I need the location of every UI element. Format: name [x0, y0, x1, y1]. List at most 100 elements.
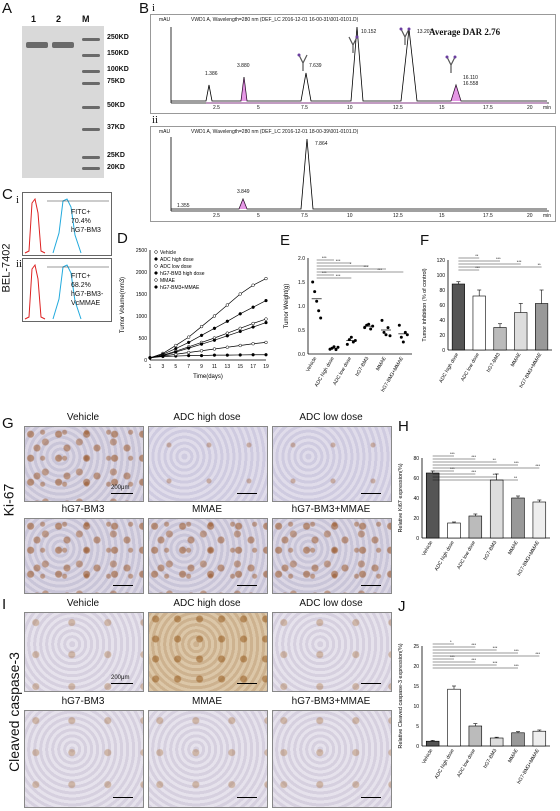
significance-label: ***: [514, 648, 519, 653]
bar: [493, 327, 507, 351]
ihc-ki67-vehicle: 200μm: [24, 426, 144, 502]
x-tick: 10: [347, 213, 353, 219]
y-tick-label: 1.0: [298, 304, 305, 310]
legend-entry: hG7-BM3+MMAE: [160, 285, 200, 291]
y-axis-label: Tumor inhibition (% of control): [422, 268, 428, 341]
x-tick: 7.5: [301, 213, 308, 219]
bar: [489, 479, 504, 539]
data-point: [363, 326, 367, 330]
hplc-i-unit: mAU: [159, 17, 171, 23]
x-tick: 2.5: [213, 213, 220, 219]
y-tick-label: 60: [439, 303, 445, 309]
data-point: [311, 280, 315, 284]
data-point: [199, 353, 204, 358]
data-point: [238, 292, 242, 296]
y-tick-label: 0: [144, 358, 147, 364]
fitc-label: FITC+: [71, 209, 91, 216]
scale-bar-label: 200μm: [111, 675, 130, 681]
x-tick-label: MMAE: [510, 351, 523, 368]
marker-band: [82, 106, 100, 109]
significance-label: ***: [377, 267, 382, 272]
y-tick-label: 120: [437, 258, 446, 264]
hplc-ii-chromatogram: [170, 137, 549, 212]
data-point: [212, 314, 217, 318]
y-tick-label: 0: [442, 348, 445, 354]
significance-label: ***: [450, 451, 455, 456]
flow-ii-label: ii: [16, 258, 23, 270]
data-point: [403, 330, 407, 334]
significance-label: ***: [471, 642, 476, 647]
cc3-row-label: Cleaved caspase-3: [5, 652, 22, 772]
x-tick-label: 7: [187, 364, 190, 370]
legend-entry: hG7-BM3 high dose: [160, 271, 205, 277]
data-point: [225, 353, 229, 357]
y-tick-label: 5: [416, 724, 419, 730]
significance-label: ***: [336, 273, 341, 278]
ihc-title: hG7-BM3+MMAE: [291, 504, 371, 515]
ihc-title: ADC low dose: [299, 412, 363, 423]
series-line: [149, 318, 267, 359]
data-point: [148, 356, 152, 360]
fitc-label: FITC+: [71, 273, 91, 280]
ihc-title: MMAE: [192, 696, 222, 707]
significance-label: ***: [493, 645, 498, 650]
y-axis-label: Relative Cleaved caspase-3 expression(%): [398, 643, 404, 748]
bar: [532, 730, 547, 747]
ki67-row-label: Ki-67: [0, 483, 17, 517]
scale-bar: [111, 493, 133, 494]
bar: [489, 737, 504, 747]
data-point: [212, 326, 217, 330]
x-tick: 5: [257, 105, 260, 111]
bar: [468, 725, 483, 747]
ihc-title: ADC low dose: [299, 598, 363, 609]
y-tick-label: 25: [413, 644, 419, 650]
ihc-title: MMAE: [192, 504, 222, 515]
scale-bar: [237, 797, 257, 798]
series-line: [149, 278, 267, 359]
marker-band: [82, 70, 100, 73]
data-point: [199, 342, 204, 346]
ihc-cc3-adc-low: [272, 612, 392, 692]
hplc-ii-header: VWD1 A, Wavelength=280 nm (DEF_LC 2016-1…: [191, 129, 359, 135]
marker-band: [82, 38, 100, 41]
marker-band: [82, 156, 100, 159]
data-point: [174, 346, 178, 351]
significance-label: ***: [363, 264, 368, 269]
x-tick-label: hG7-BM3+MMAE: [516, 747, 541, 785]
ihc-title: ADC high dose: [173, 412, 241, 423]
lane-m-label: M: [82, 14, 90, 24]
legend-entry: ADC low dose: [160, 264, 192, 270]
y-tick-label: 1000: [136, 314, 147, 320]
adc-icon: [298, 28, 456, 73]
hplc-ii-label: ii: [152, 114, 159, 126]
ihc-cc3-hg7: [24, 710, 144, 808]
x-tick-label: 5: [174, 364, 177, 370]
y-tick-label: 0.5: [298, 328, 305, 334]
chart-e-tumor-weight: 0.0 0.5 1.0 1.5 2.0 Tumor Weight(g) Vehicle ADC…: [284, 255, 412, 393]
data-point: [345, 342, 349, 346]
significance-label: ***: [450, 654, 455, 659]
x-tick-label: MMAE: [507, 539, 520, 556]
flow-i-histogram: [24, 197, 109, 254]
x-unit: min: [543, 105, 552, 111]
gel-band: [26, 42, 48, 48]
gel-band: [52, 42, 74, 48]
marker-150: 150KD: [107, 50, 129, 57]
chart-j-caspase3: 0 5 10 15 20 25 Relative Cleaved caspase-3 exp…: [398, 639, 550, 785]
significance-label: ***: [322, 255, 327, 260]
data-point: [399, 335, 403, 339]
bar: [514, 312, 528, 351]
data-point: [264, 317, 268, 321]
scale-bar: [237, 493, 257, 494]
y-tick-label: 1.5: [298, 280, 305, 286]
gel-image: [22, 26, 104, 178]
x-tick: 2.5: [213, 105, 220, 111]
x-tick-label: ADC high dose: [434, 748, 456, 780]
x-tick-label: hG7-BM3+MMAE: [518, 351, 543, 389]
data-point: [388, 334, 392, 338]
y-tick-label: 2000: [136, 270, 147, 276]
x-tick-label: 1: [149, 364, 152, 370]
hplc-ii-panel: VWD1 A, Wavelength=280 nm (DEF_LC 2016-1…: [150, 126, 556, 222]
fitc-antibody: hG7-BM3-: [71, 291, 104, 298]
